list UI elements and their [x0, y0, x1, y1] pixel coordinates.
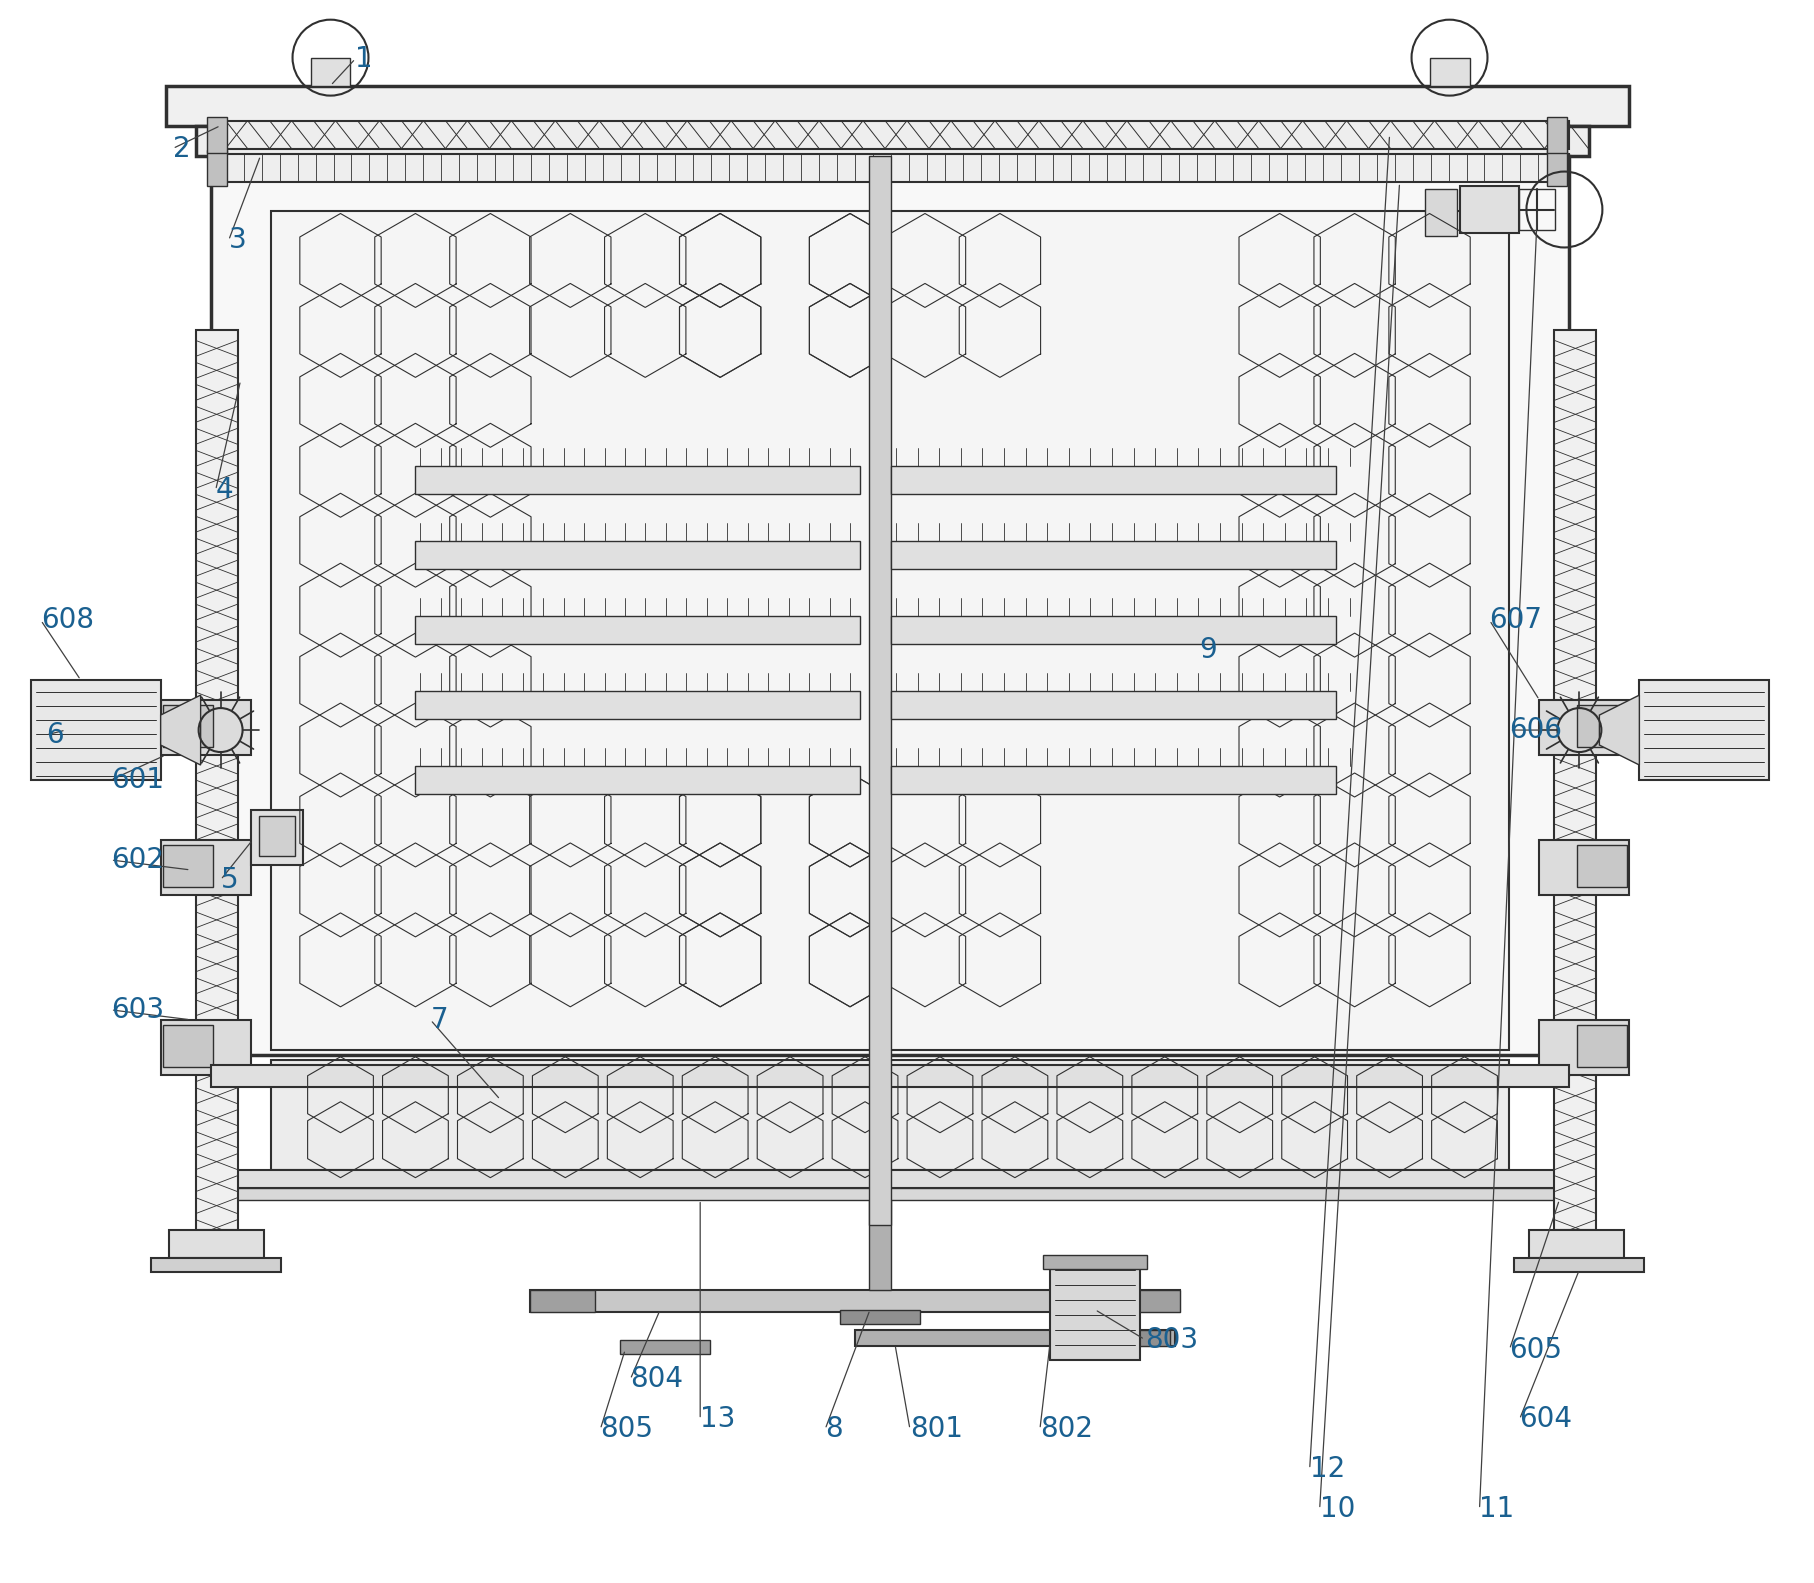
- Text: 805: 805: [600, 1415, 653, 1444]
- Bar: [869, 155, 891, 1225]
- Bar: [163, 1024, 212, 1067]
- Bar: [196, 125, 1589, 155]
- Bar: [891, 616, 1335, 644]
- Text: 11: 11: [1478, 1496, 1515, 1523]
- Bar: [530, 1290, 1179, 1312]
- Bar: [151, 1257, 281, 1271]
- Bar: [1638, 681, 1769, 780]
- Text: 802: 802: [1039, 1415, 1092, 1444]
- Bar: [1513, 1257, 1643, 1271]
- Bar: [1576, 704, 1627, 747]
- Text: 602: 602: [111, 845, 163, 874]
- Polygon shape: [1598, 695, 1638, 765]
- Bar: [196, 331, 238, 1230]
- Bar: [169, 1230, 263, 1257]
- Bar: [1424, 188, 1455, 236]
- Bar: [1576, 1024, 1627, 1067]
- Text: 9: 9: [1199, 636, 1217, 665]
- Text: 8: 8: [825, 1415, 842, 1444]
- Bar: [250, 810, 303, 864]
- Bar: [1429, 57, 1469, 85]
- Bar: [1553, 331, 1596, 1230]
- Bar: [1048, 1260, 1139, 1360]
- Text: 5: 5: [221, 866, 238, 894]
- Text: 803: 803: [1145, 1325, 1197, 1353]
- Bar: [207, 149, 227, 185]
- Bar: [1547, 117, 1567, 152]
- Text: 3: 3: [229, 226, 247, 255]
- Bar: [163, 845, 212, 886]
- Bar: [210, 1170, 1569, 1187]
- Text: 603: 603: [111, 996, 163, 1024]
- Bar: [270, 1059, 1509, 1170]
- Bar: [1538, 1019, 1629, 1075]
- Bar: [1576, 845, 1627, 886]
- Bar: [415, 766, 860, 795]
- Bar: [161, 841, 250, 894]
- Bar: [1547, 149, 1567, 185]
- Text: 607: 607: [1489, 606, 1542, 635]
- Bar: [31, 681, 161, 780]
- Bar: [891, 692, 1335, 719]
- Text: 804: 804: [629, 1366, 682, 1393]
- Bar: [1538, 841, 1629, 894]
- Bar: [270, 211, 1509, 1050]
- Bar: [530, 1290, 595, 1312]
- Bar: [1043, 1255, 1146, 1268]
- Bar: [210, 154, 1569, 182]
- Bar: [854, 1330, 1174, 1346]
- Bar: [1538, 700, 1629, 755]
- Text: 604: 604: [1518, 1406, 1571, 1434]
- Bar: [258, 815, 294, 856]
- Bar: [210, 1065, 1569, 1088]
- Bar: [1529, 1230, 1624, 1257]
- Bar: [1114, 1290, 1179, 1312]
- Bar: [891, 541, 1335, 570]
- Bar: [891, 766, 1335, 795]
- Text: 601: 601: [111, 766, 163, 795]
- Text: 10: 10: [1319, 1496, 1355, 1523]
- Text: 6: 6: [45, 720, 63, 749]
- Text: 801: 801: [909, 1415, 963, 1444]
- Text: 605: 605: [1509, 1336, 1562, 1363]
- Bar: [1518, 188, 1555, 231]
- Bar: [415, 541, 860, 570]
- Bar: [210, 1187, 1569, 1200]
- Bar: [207, 117, 227, 152]
- Bar: [161, 700, 250, 755]
- Text: 12: 12: [1310, 1455, 1344, 1483]
- Bar: [210, 120, 1569, 149]
- Bar: [161, 1019, 250, 1075]
- Bar: [891, 467, 1335, 494]
- Bar: [840, 1309, 920, 1323]
- Bar: [415, 467, 860, 494]
- Text: 4: 4: [216, 476, 234, 505]
- Text: 1: 1: [356, 44, 374, 73]
- Bar: [1048, 1330, 1170, 1346]
- Bar: [1458, 185, 1518, 233]
- Bar: [310, 57, 350, 85]
- Bar: [869, 1200, 891, 1290]
- Bar: [163, 704, 212, 747]
- Text: 2: 2: [172, 135, 190, 163]
- Text: 608: 608: [40, 606, 94, 635]
- Polygon shape: [161, 695, 201, 765]
- Bar: [210, 155, 1569, 1054]
- Bar: [415, 692, 860, 719]
- Bar: [165, 85, 1629, 125]
- Text: 7: 7: [430, 1005, 448, 1034]
- Text: 606: 606: [1509, 716, 1562, 744]
- Text: 13: 13: [700, 1406, 735, 1434]
- Bar: [415, 616, 860, 644]
- Bar: [620, 1339, 709, 1353]
